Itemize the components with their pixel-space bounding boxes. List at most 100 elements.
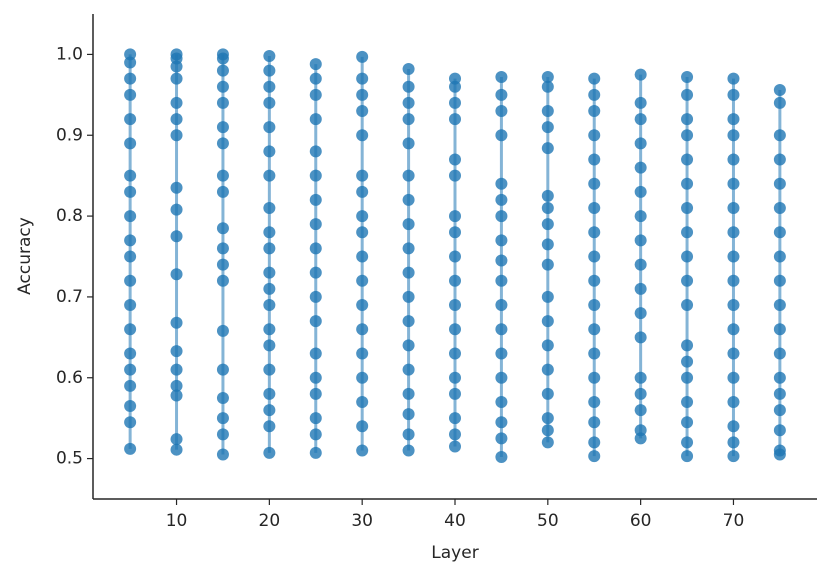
point bbox=[634, 387, 647, 400]
y-axis-label: Accuracy bbox=[15, 217, 35, 295]
point bbox=[727, 436, 740, 449]
point bbox=[727, 347, 740, 360]
point bbox=[216, 52, 229, 65]
point bbox=[402, 218, 415, 231]
point bbox=[588, 274, 601, 287]
point bbox=[681, 450, 694, 463]
point bbox=[124, 274, 137, 287]
point bbox=[495, 105, 508, 117]
x-tick-label: 60 bbox=[630, 511, 652, 531]
point bbox=[449, 250, 461, 263]
point bbox=[170, 230, 183, 243]
point bbox=[402, 387, 415, 400]
point bbox=[263, 50, 276, 63]
point bbox=[681, 113, 694, 126]
point bbox=[681, 153, 694, 166]
point bbox=[402, 80, 415, 93]
point bbox=[216, 242, 229, 255]
point bbox=[588, 416, 601, 429]
point bbox=[634, 96, 647, 109]
point bbox=[541, 71, 554, 84]
point bbox=[124, 185, 137, 198]
point bbox=[263, 169, 276, 182]
point bbox=[727, 153, 740, 166]
point bbox=[356, 347, 369, 360]
point bbox=[681, 129, 694, 142]
point bbox=[495, 416, 508, 429]
point bbox=[449, 169, 461, 182]
point bbox=[773, 323, 786, 336]
point bbox=[263, 145, 276, 158]
point bbox=[681, 71, 694, 84]
point bbox=[634, 161, 647, 174]
point bbox=[495, 234, 508, 247]
point bbox=[727, 72, 740, 85]
point bbox=[449, 387, 461, 400]
point bbox=[216, 448, 229, 461]
point bbox=[124, 72, 137, 85]
point bbox=[727, 202, 740, 214]
point bbox=[402, 96, 415, 109]
point bbox=[727, 450, 740, 463]
x-tick-label: 30 bbox=[351, 511, 373, 531]
point bbox=[356, 323, 369, 336]
point bbox=[216, 258, 229, 271]
point bbox=[263, 420, 276, 433]
point bbox=[124, 347, 137, 360]
point bbox=[170, 96, 183, 109]
point bbox=[216, 363, 229, 376]
point bbox=[681, 416, 694, 429]
point bbox=[309, 428, 322, 441]
point bbox=[773, 274, 786, 287]
point bbox=[170, 379, 183, 392]
x-tick-label: 20 bbox=[259, 511, 281, 531]
point bbox=[356, 396, 369, 408]
point bbox=[495, 210, 508, 223]
point bbox=[541, 387, 554, 400]
point bbox=[727, 226, 740, 239]
point bbox=[263, 64, 276, 77]
point bbox=[681, 250, 694, 263]
point bbox=[727, 420, 740, 433]
point bbox=[727, 274, 740, 287]
point bbox=[170, 113, 183, 126]
point bbox=[263, 80, 276, 93]
point bbox=[541, 412, 554, 425]
point bbox=[216, 121, 229, 134]
x-tick-label: 70 bbox=[723, 511, 745, 531]
point bbox=[727, 396, 740, 408]
point bbox=[402, 137, 415, 150]
point bbox=[216, 169, 229, 182]
point bbox=[588, 323, 601, 336]
point bbox=[124, 363, 137, 376]
point bbox=[124, 113, 137, 126]
point bbox=[541, 363, 554, 376]
point bbox=[634, 113, 647, 126]
point bbox=[495, 274, 508, 287]
point bbox=[449, 428, 461, 441]
point bbox=[495, 323, 508, 336]
x-tick-label: 10 bbox=[166, 511, 188, 531]
point bbox=[634, 234, 647, 247]
point bbox=[588, 450, 601, 463]
y-tick-label: 0.9 bbox=[56, 125, 83, 145]
point bbox=[495, 88, 508, 101]
point bbox=[541, 121, 554, 134]
point bbox=[773, 448, 786, 461]
point bbox=[170, 345, 183, 358]
point bbox=[263, 323, 276, 336]
point bbox=[773, 129, 786, 142]
point bbox=[170, 316, 183, 329]
point bbox=[124, 442, 137, 455]
point bbox=[449, 412, 461, 425]
point bbox=[681, 226, 694, 239]
point bbox=[356, 420, 369, 433]
point bbox=[588, 202, 601, 214]
point bbox=[216, 391, 229, 404]
point bbox=[402, 242, 415, 255]
point bbox=[170, 60, 183, 73]
point bbox=[402, 62, 415, 75]
point bbox=[124, 400, 137, 413]
point bbox=[588, 250, 601, 263]
